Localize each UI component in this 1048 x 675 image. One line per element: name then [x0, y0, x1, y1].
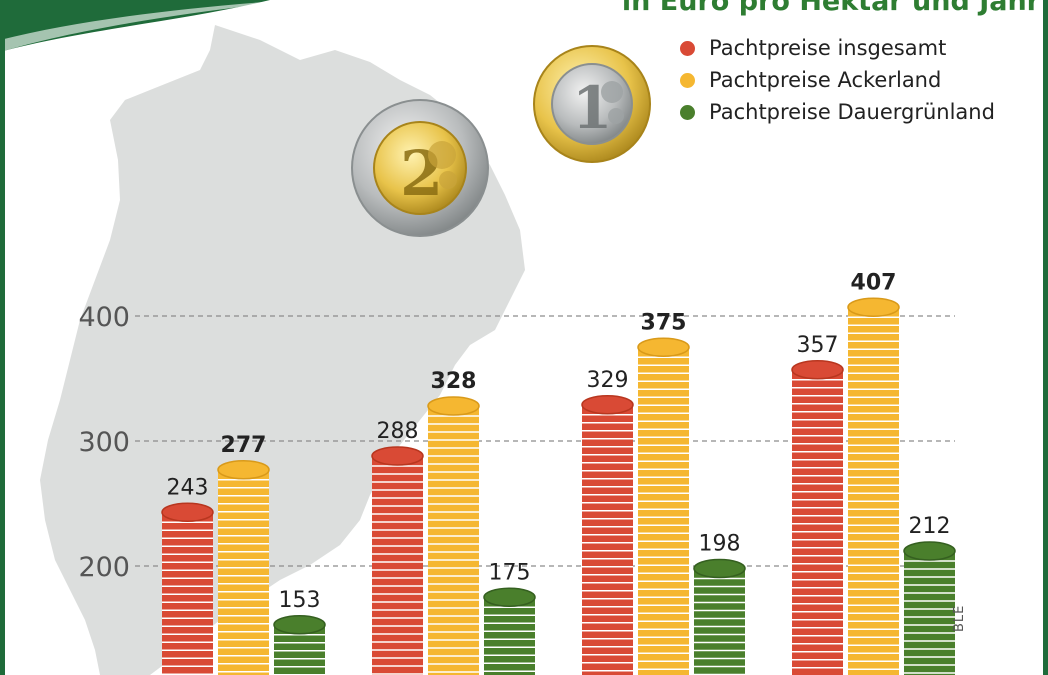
bar-dauergruenland [273, 615, 326, 675]
legend-item-ackerland: Pachtpreise Ackerland [680, 64, 995, 96]
legend-swatch-red [680, 40, 695, 56]
bar-insgesamt [371, 446, 424, 675]
y-tick-label: 400 [78, 302, 130, 333]
legend-label: Pachtpreise insgesamt [709, 36, 947, 60]
bar-ackerland [637, 337, 690, 675]
legend: Pachtpreise insgesamt Pachtpreise Ackerl… [680, 32, 995, 128]
data-label: 212 [909, 514, 951, 539]
bar-cap [273, 615, 326, 635]
bar-body [428, 406, 479, 675]
one-euro-coin-icon: 1 [533, 45, 651, 163]
right-frame [1043, 0, 1048, 675]
chart-subtitle: in Euro pro Hektar und Jahr [621, 0, 1040, 17]
legend-label: Pachtpreise Dauergrünland [709, 100, 995, 124]
bar-body [848, 307, 899, 675]
data-label: 198 [699, 532, 741, 557]
bar-cap [847, 297, 900, 317]
bar-cap [903, 541, 956, 561]
data-label: 153 [279, 588, 321, 613]
data-label: 328 [431, 369, 477, 394]
bar-ackerland [847, 297, 900, 675]
data-label: 375 [641, 310, 687, 335]
bar-body [484, 597, 535, 675]
bar-cap [581, 395, 634, 415]
bar-body [904, 551, 955, 675]
data-label: 357 [797, 333, 839, 358]
data-label: 407 [851, 270, 897, 295]
bar-insgesamt [161, 502, 214, 675]
bar-dauergruenland [903, 541, 956, 675]
bar-body [792, 369, 843, 675]
bar-ackerland [427, 396, 480, 675]
bar-body [372, 456, 423, 675]
bar-body [638, 347, 689, 675]
bar-insgesamt [581, 395, 634, 675]
bar-body [218, 469, 269, 675]
bar-cap [637, 337, 690, 357]
bar-dauergruenland [693, 558, 746, 675]
bar-cap [161, 502, 214, 522]
data-label: 243 [167, 475, 209, 500]
bar-cap [693, 558, 746, 579]
legend-item-dauergruenland: Pachtpreise Dauergrünland [680, 96, 995, 128]
bar-dauergruenland [483, 587, 536, 675]
data-label: 329 [587, 368, 629, 393]
legend-label: Pachtpreise Ackerland [709, 68, 942, 92]
legend-swatch-yellow [680, 72, 695, 88]
data-label: 277 [221, 433, 267, 458]
data-label: 288 [377, 419, 419, 444]
bar-body [582, 404, 633, 675]
data-label: 175 [489, 560, 531, 585]
bar-ackerland [217, 460, 270, 675]
bar-cap [427, 396, 480, 416]
y-tick-label: 200 [78, 552, 130, 583]
y-axis-ticks: 100200300400 [78, 302, 130, 583]
two-euro-coin-icon: 2 [351, 99, 489, 237]
data-labels: 243 277 153 288 328 175 329 375 198 357 407 212 [167, 270, 951, 613]
y-tick-label: 300 [78, 427, 130, 458]
legend-swatch-green [680, 104, 695, 120]
bar-cap [791, 360, 844, 380]
green-banner [0, 0, 270, 52]
left-frame [0, 0, 5, 675]
grid [135, 315, 955, 567]
source-credit: BLE [952, 604, 967, 632]
bar-cap [483, 587, 536, 607]
bars [161, 297, 956, 675]
bar-cap [371, 446, 424, 466]
bar-cap [217, 460, 270, 480]
bar-insgesamt [791, 360, 844, 675]
legend-item-insgesamt: Pachtpreise insgesamt [680, 32, 995, 64]
